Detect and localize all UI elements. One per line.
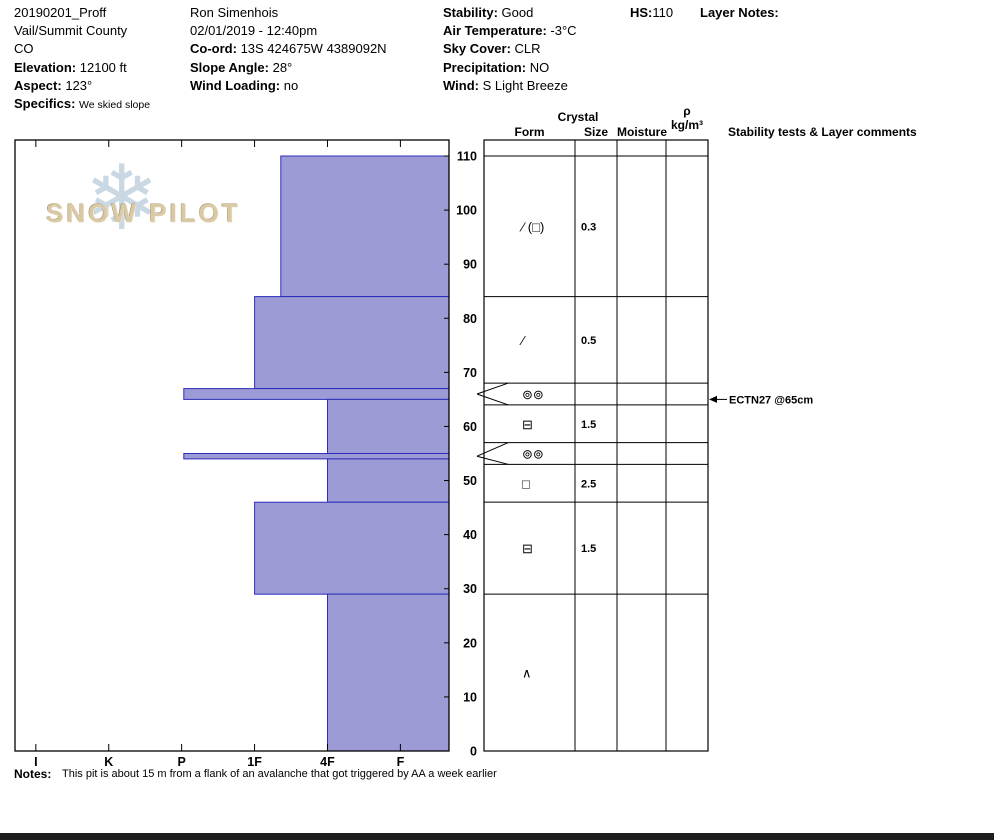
thin-layer-wedge (476, 455, 509, 465)
thin-layer-wedge (476, 382, 509, 395)
depth-tick-label: 70 (463, 366, 477, 380)
depth-tick-label: 30 (463, 582, 477, 596)
grain-form-symbol: □ (522, 476, 530, 491)
layer-bar-110-84 (280, 155, 450, 298)
stability-label: Stability: (443, 5, 498, 20)
hardness-chart-frame (14, 139, 450, 752)
notes-label: Notes: (14, 767, 52, 781)
depth-tick-label: 40 (463, 528, 477, 542)
wind-value: S Light Breeze (482, 77, 568, 93)
coord-value: 13S 424675W 4389092N (240, 41, 387, 57)
grain-form-symbol: ∕ (519, 333, 526, 348)
coord-label: Co-ord: (190, 41, 237, 57)
layer-bar-55-54 (183, 453, 450, 460)
layer-bar-46-29 (254, 501, 450, 595)
state: CO (14, 41, 34, 57)
header-col-weather: Stability: Good Air Temperature: -3°C Sk… (443, 4, 577, 95)
grain-form-symbol: ⊚⊚ (522, 447, 544, 462)
precipitation-label: Precipitation: (443, 59, 527, 75)
air-temp-value: -3°C (550, 23, 577, 39)
hardness-tick-label: 1F (247, 755, 262, 769)
hs-value: 110 (652, 5, 674, 20)
layer-bar-54-46 (327, 458, 450, 503)
depth-tick-label: 20 (463, 636, 477, 650)
layer-notes-label: Layer Notes: (700, 5, 779, 20)
grain-form-symbol: ⊟ (522, 417, 533, 432)
moisture-column-header: Moisture (617, 125, 668, 139)
depth-tick-label: 110 (457, 150, 477, 164)
bottom-edge-bar (0, 833, 994, 840)
grain-form-symbol: ⊟ (522, 541, 533, 556)
grain-form-symbol: ∧ (522, 666, 532, 681)
density-units-label: kg/m³ (670, 118, 703, 132)
elevation-value: 12100 ft (79, 59, 127, 75)
grain-size-value: 2.5 (581, 478, 596, 490)
depth-tick-label: 0 (470, 745, 477, 759)
thin-layer-wedge (476, 442, 509, 457)
snowflake-icon: ❄ (84, 149, 160, 249)
hs-label: HS: (630, 5, 653, 20)
depth-tick-label: 80 (463, 312, 477, 326)
size-column-header: Size (583, 125, 608, 139)
layer-bar-67-65 (183, 388, 450, 400)
depth-tick-label: 90 (463, 258, 477, 272)
sky-cover-label: Sky Cover: (443, 41, 511, 57)
specifics-value: We skied slope (79, 99, 151, 112)
sky-cover-value: CLR (514, 41, 541, 57)
aspect-label: Aspect: (14, 77, 62, 93)
depth-tick-label: 50 (463, 474, 477, 488)
stability-test-annotation: ECTN27 @65cm (729, 394, 813, 406)
test-arrow-head (709, 395, 717, 403)
snowpilot-watermark: ❄ SNOW PILOT (44, 154, 238, 252)
header-col-hs: HS:110 (630, 4, 673, 22)
header-col-layer-notes: Layer Notes: (700, 4, 779, 22)
thin-layer-wedge (476, 393, 509, 406)
grain-form-symbol: ⊚⊚ (522, 387, 544, 402)
stability-value: Good (501, 5, 534, 20)
elevation-label: Elevation: (14, 59, 77, 75)
precipitation-value: NO (529, 59, 550, 75)
air-temp-label: Air Temperature: (443, 23, 547, 39)
grain-grid-frame (483, 139, 709, 752)
depth-tick-label: 10 (463, 690, 477, 704)
wind-label: Wind: (443, 77, 479, 93)
aspect-value: 123° (65, 77, 93, 93)
slope-angle-label: Slope Angle: (190, 59, 269, 75)
layer-bar-29-0 (327, 593, 450, 752)
layer-bar-84-67 (254, 296, 450, 390)
grain-size-value: 0.3 (581, 221, 596, 233)
comments-column-header: Stability tests & Layer comments (728, 125, 917, 139)
crystal-header: Crystal (557, 110, 599, 124)
grain-size-value: 1.5 (581, 543, 596, 555)
layer-bar-65-55 (327, 398, 450, 454)
hardness-tick-label: I (34, 755, 37, 769)
region: Vail/Summit County (14, 23, 128, 39)
wind-loading-value: no (283, 77, 299, 93)
slope-angle-value: 28° (272, 59, 293, 75)
hardness-tick-label: K (104, 755, 113, 769)
observer-name: Ron Simenhois (190, 5, 279, 20)
header-col-observer: Ron Simenhois 02/01/2019 - 12:40pm Co-or… (190, 4, 387, 95)
hardness-tick-label: P (177, 755, 185, 769)
depth-tick-label: 100 (456, 204, 477, 218)
pit-datetime: 02/01/2019 - 12:40pm (190, 23, 318, 39)
hardness-tick-label: 4F (320, 755, 335, 769)
hardness-tick-label: F (397, 755, 405, 769)
density-column-header: ρ (683, 104, 691, 118)
form-column-header: Form (514, 125, 545, 139)
wind-loading-label: Wind Loading: (190, 77, 281, 93)
header-col-site: 20190201_Proff Vail/Summit County CO Ele… (14, 4, 150, 114)
grain-size-value: 0.5 (581, 335, 596, 347)
grain-size-value: 1.5 (581, 419, 596, 431)
depth-tick-label: 60 (463, 420, 477, 434)
notes-text: This pit is about 15 m from a flank of a… (62, 768, 497, 780)
snowpilot-brand-text: SNOW PILOT (46, 198, 241, 228)
specifics-label: Specifics: (14, 96, 76, 112)
pit-name: 20190201_Proff (14, 5, 107, 20)
grain-form-symbol: ∕ (□) (519, 219, 544, 234)
